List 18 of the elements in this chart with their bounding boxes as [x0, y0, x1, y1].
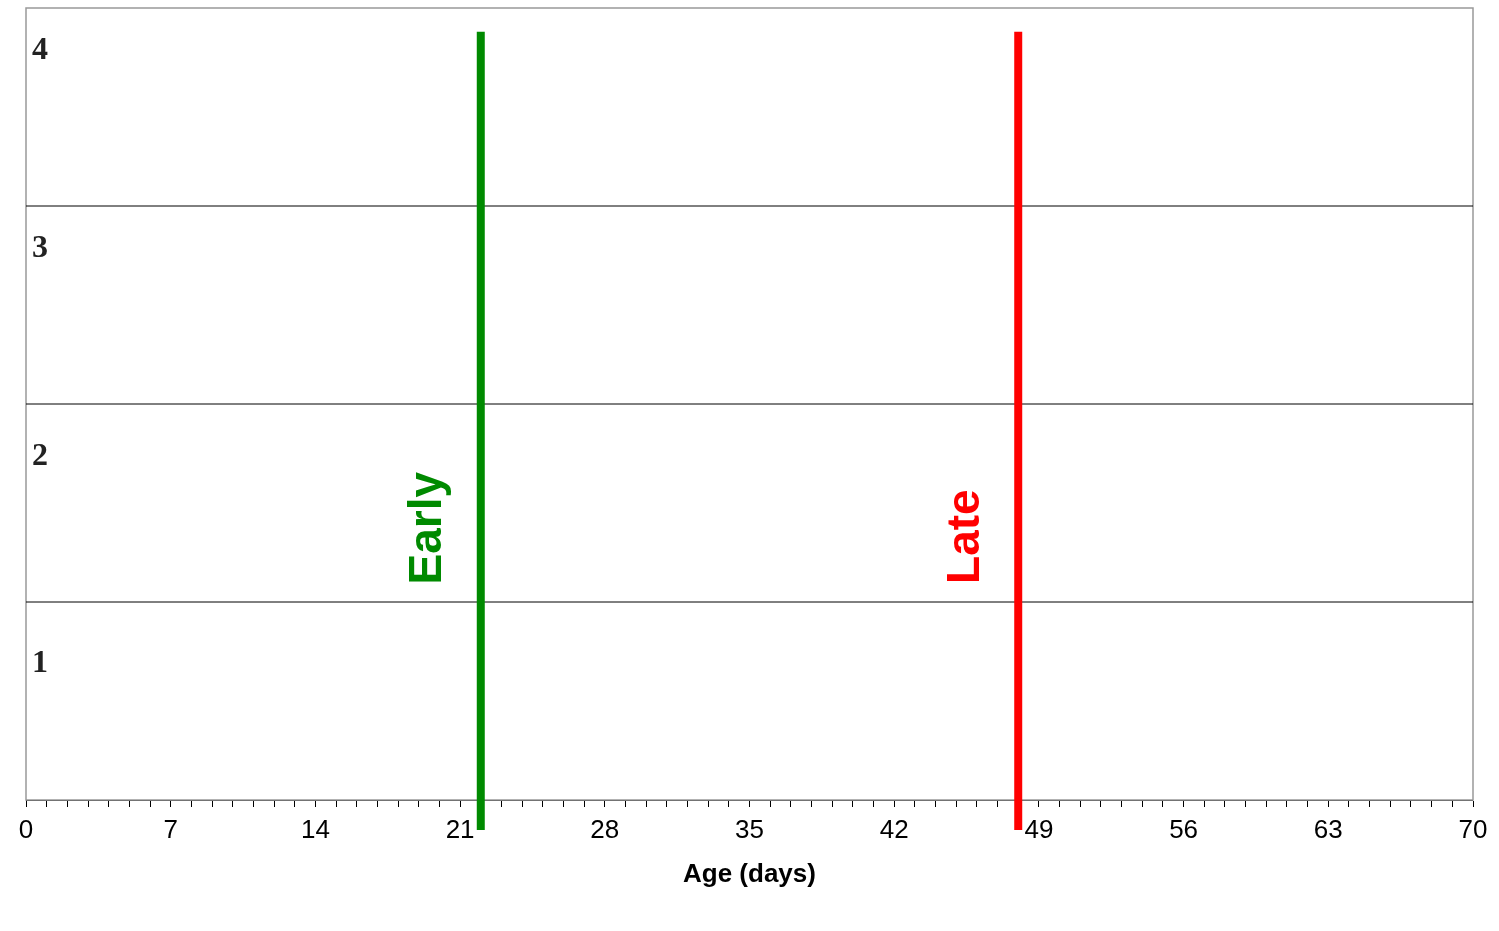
x-tick-label: 63	[1313, 814, 1343, 845]
x-tick-label: 49	[1024, 814, 1054, 845]
x-tick-label: 14	[300, 814, 330, 845]
ref-line-label: Early	[399, 471, 452, 585]
x-tick-label: 21	[445, 814, 475, 845]
y-tick-label: 2	[32, 436, 48, 472]
y-tick-label: 1	[32, 643, 48, 679]
y-tick-label: 3	[32, 228, 48, 264]
x-tick-label: 7	[163, 814, 178, 845]
x-tick-label: 56	[1169, 814, 1199, 845]
x-tick-label: 70	[1458, 814, 1488, 845]
x-axis-title: Age (days)	[683, 857, 816, 888]
ref-line-label: Late	[936, 489, 989, 584]
x-tick-label: 28	[590, 814, 620, 845]
x-tick-label: 42	[879, 814, 909, 845]
x-tick-label: 0	[18, 814, 34, 845]
y-tick-label: 4	[32, 30, 48, 66]
x-tick-label: 35	[735, 814, 764, 845]
